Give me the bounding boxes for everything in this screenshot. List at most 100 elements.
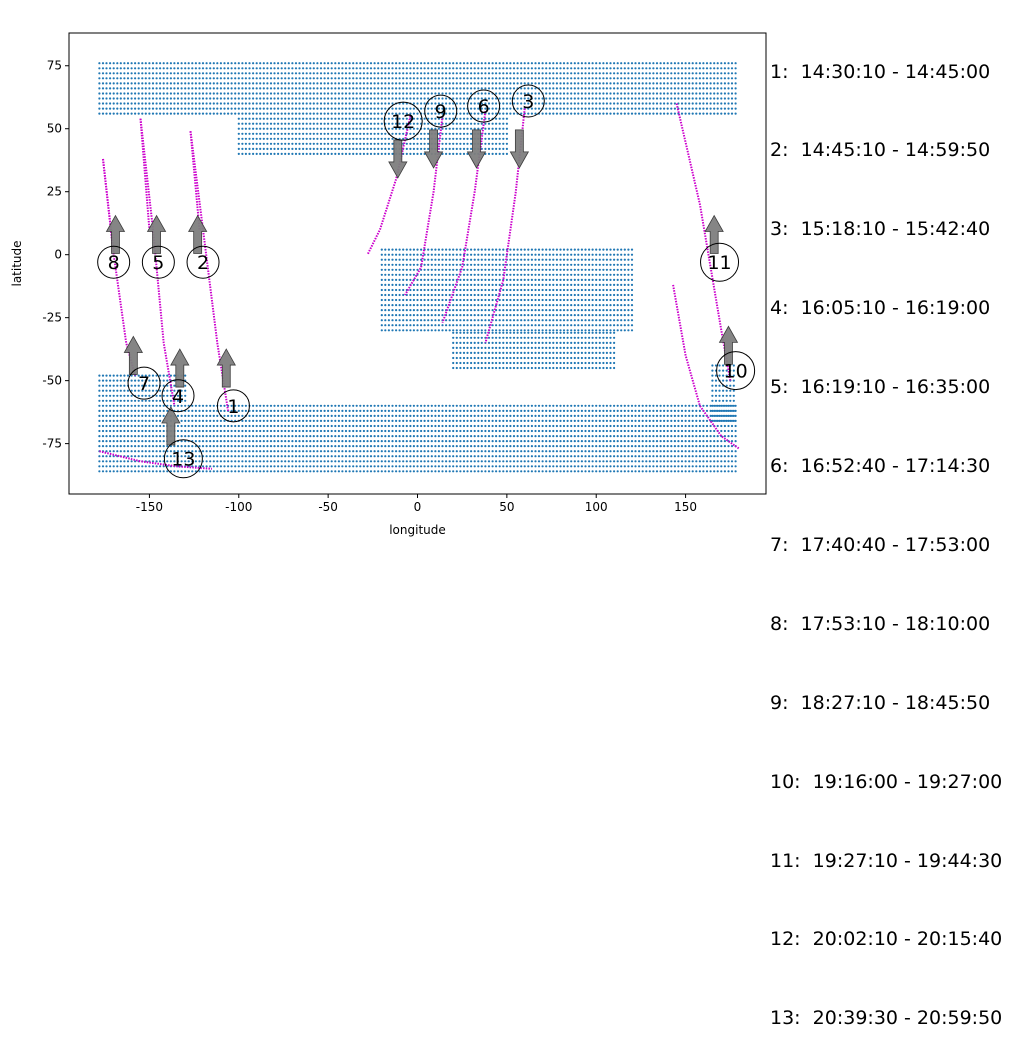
land-point bbox=[402, 112, 405, 115]
land-point bbox=[355, 147, 358, 150]
land-point bbox=[184, 72, 187, 75]
land-point bbox=[119, 67, 122, 70]
land-point bbox=[366, 107, 369, 110]
land-point bbox=[223, 92, 226, 95]
land-point bbox=[609, 97, 612, 100]
land-point bbox=[395, 309, 398, 312]
land-point bbox=[123, 404, 126, 407]
land-point bbox=[409, 278, 412, 281]
land-point bbox=[441, 278, 444, 281]
land-point bbox=[173, 62, 176, 65]
land-point bbox=[534, 278, 537, 281]
land-point bbox=[212, 87, 215, 90]
land-point bbox=[588, 87, 591, 90]
land-point bbox=[387, 137, 390, 140]
land-point bbox=[520, 293, 523, 297]
land-point bbox=[495, 298, 498, 302]
land-point bbox=[673, 72, 677, 75]
land-point bbox=[452, 314, 455, 317]
land-point bbox=[266, 67, 269, 70]
land-point bbox=[337, 72, 340, 75]
land-point bbox=[459, 92, 462, 95]
land-point bbox=[477, 288, 480, 292]
land-point bbox=[616, 67, 619, 70]
land-point bbox=[312, 455, 315, 458]
land-point bbox=[369, 117, 373, 120]
land-point bbox=[691, 92, 694, 95]
land-point bbox=[162, 77, 165, 80]
land-point bbox=[495, 82, 498, 85]
land-point bbox=[552, 298, 555, 302]
land-point bbox=[577, 309, 580, 312]
land-point bbox=[219, 82, 222, 85]
land-point bbox=[559, 356, 562, 360]
land-point bbox=[705, 67, 709, 70]
land-point bbox=[734, 107, 737, 110]
land-point bbox=[466, 127, 469, 130]
land-point bbox=[305, 465, 308, 468]
land-point bbox=[223, 97, 226, 100]
land-point bbox=[294, 122, 298, 125]
land-point bbox=[180, 67, 183, 70]
land-point bbox=[216, 460, 219, 463]
land-point bbox=[366, 122, 369, 125]
land-point bbox=[648, 107, 651, 110]
land-point bbox=[534, 361, 537, 365]
land-point bbox=[520, 77, 523, 80]
land-point bbox=[398, 283, 401, 286]
land-point bbox=[362, 122, 365, 125]
land-point bbox=[373, 92, 376, 95]
land-point bbox=[462, 346, 466, 349]
land-point bbox=[280, 152, 283, 155]
land-point bbox=[555, 268, 559, 271]
land-point bbox=[266, 117, 269, 120]
land-point bbox=[219, 67, 222, 70]
land-point bbox=[455, 324, 458, 327]
land-point bbox=[437, 324, 440, 327]
land-point bbox=[520, 324, 523, 327]
land-point bbox=[227, 107, 230, 110]
land-point bbox=[377, 102, 380, 105]
land-point bbox=[452, 263, 455, 266]
land-point bbox=[448, 127, 451, 130]
land-point bbox=[534, 319, 537, 322]
land-point bbox=[191, 435, 194, 438]
land-point bbox=[491, 122, 494, 125]
land-point bbox=[655, 107, 659, 110]
land-point bbox=[352, 142, 355, 145]
land-point bbox=[616, 77, 619, 80]
land-point bbox=[705, 77, 709, 80]
land-point bbox=[430, 248, 433, 251]
land-point bbox=[169, 102, 172, 105]
land-point bbox=[237, 470, 240, 473]
land-point bbox=[491, 278, 494, 281]
land-point bbox=[570, 336, 573, 339]
land-point bbox=[377, 112, 380, 115]
land-point bbox=[480, 351, 483, 354]
land-point bbox=[480, 314, 483, 317]
land-point bbox=[294, 445, 298, 448]
land-point bbox=[652, 87, 655, 90]
land-point bbox=[248, 445, 251, 448]
land-point bbox=[502, 336, 505, 339]
land-point bbox=[466, 341, 469, 344]
land-point bbox=[523, 62, 526, 65]
land-point bbox=[473, 268, 476, 271]
land-point bbox=[602, 283, 605, 286]
land-point bbox=[409, 127, 412, 130]
land-point bbox=[259, 142, 262, 145]
land-point bbox=[691, 72, 694, 75]
land-point bbox=[655, 112, 659, 115]
land-point bbox=[409, 147, 412, 150]
land-point bbox=[420, 283, 423, 286]
land-point bbox=[176, 470, 180, 473]
land-point bbox=[241, 97, 244, 100]
land-point bbox=[448, 268, 451, 271]
land-point bbox=[309, 409, 312, 412]
land-point bbox=[402, 122, 405, 125]
land-point bbox=[473, 72, 476, 75]
land-point bbox=[287, 97, 290, 100]
land-point bbox=[498, 273, 501, 276]
land-point bbox=[555, 273, 559, 276]
land-point bbox=[151, 82, 155, 85]
